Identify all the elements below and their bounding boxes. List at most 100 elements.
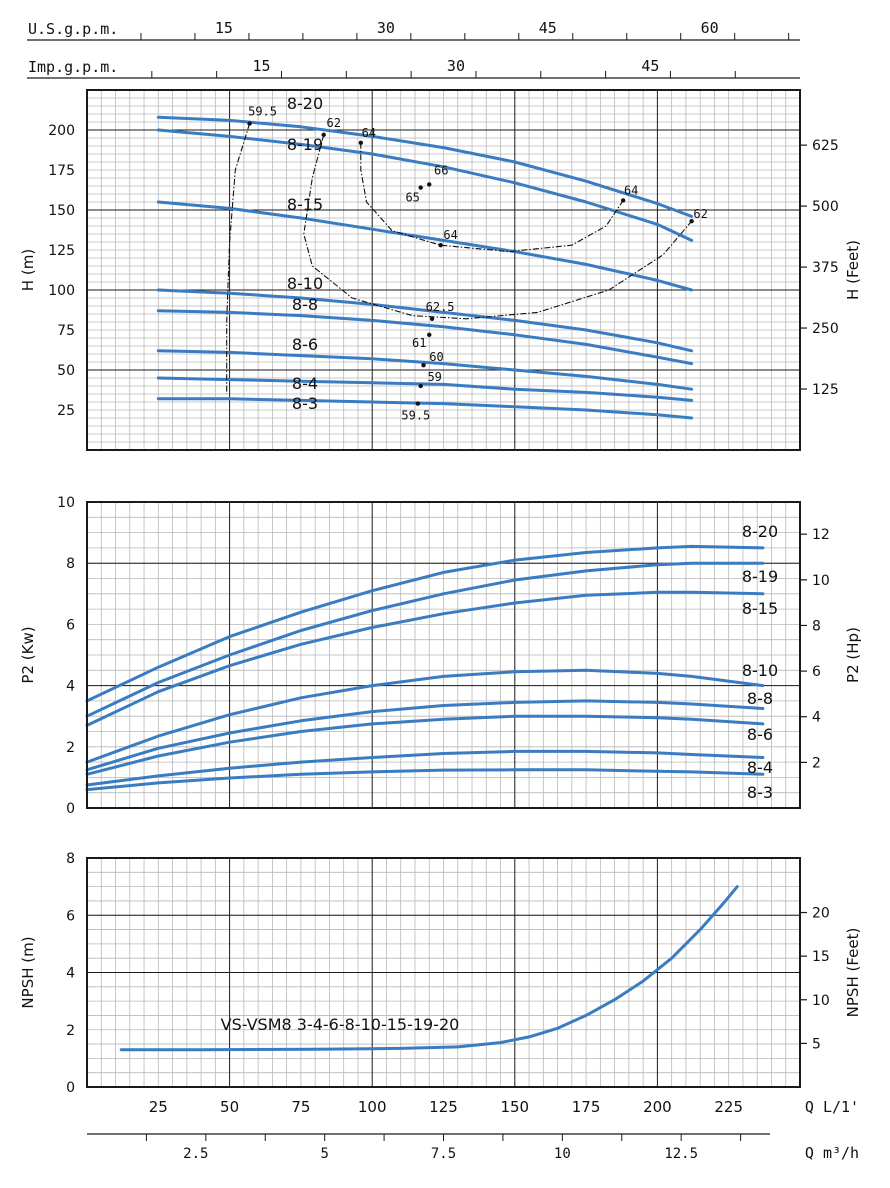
power-ylabel: P2 (Kw) [19,626,37,683]
power-series-label-8-19: 8-19 [742,567,778,586]
m3h-tick-label: 2.5 [183,1146,208,1162]
npsh-y2tick-label: 20 [812,906,830,922]
power-series-label-8-4: 8-4 [747,758,773,777]
head-series-label-8-4: 8-4 [292,374,318,393]
head-series-label-8-6: 8-6 [292,335,318,354]
head-efficiency-point [421,363,426,368]
power-ytick-label: 0 [66,801,75,817]
npsh-y2tick-label: 10 [812,993,830,1009]
head-efficiency-point [427,332,432,337]
head-curve-8-15 [156,200,694,292]
npsh-ytick-label: 4 [66,966,75,982]
head-series-label-8-19: 8-19 [287,135,323,154]
power-y2tick-label: 4 [812,710,821,726]
top-axis-tick-label: 30 [377,19,395,37]
npsh-curve-NPSH [119,885,739,1052]
npsh-ytick-label: 0 [66,1080,75,1096]
head-efficiency-point [247,121,252,126]
power-curve-8-19 [85,561,765,718]
power-series-label-8-6: 8-6 [747,725,773,744]
frames-layer [27,33,807,1141]
head-y2tick-label: 500 [812,199,839,215]
top-axis-label-1: Imp.g.p.m. [28,58,118,76]
power-series-label-8-20: 8-20 [742,522,778,541]
head-ytick-label: 50 [57,363,75,379]
power-series-label-8-8: 8-8 [747,689,773,708]
npsh-ytick-label: 6 [66,908,75,924]
curves-layer [85,115,765,1052]
head-y2tick-label: 250 [812,321,839,337]
power-series-label-8-10: 8-10 [742,661,778,680]
head-series-label-8-20: 8-20 [287,94,323,113]
power-curve-8-8 [85,699,765,772]
power-y2tick-label: 10 [812,573,830,589]
head-y2tick-label: 375 [812,260,839,276]
power-ytick-label: 4 [66,679,75,695]
head-curve-8-4 [156,376,694,402]
power-y2label: P2 (Hp) [844,627,862,683]
power-y2tick-label: 6 [812,664,821,680]
power-ytick-label: 10 [57,495,75,511]
m3h-axis-label: Q m³/h [805,1144,859,1162]
head-ytick-label: 200 [48,123,75,139]
power-ytick-label: 6 [66,617,75,633]
head-curve-8-20 [156,115,694,218]
bottom-xtick-label: 125 [429,1098,458,1116]
head-efficiency-contour-2 [360,142,624,253]
head-efficiency-point [418,383,423,389]
head-efficiency-point [358,140,363,145]
m3h-tick-label: 12.5 [664,1146,698,1162]
npsh-ylabel: NPSH (m) [19,936,37,1008]
head-efficiency-point [321,132,326,137]
npsh-y2tick-label: 15 [812,949,830,965]
grid-layer [87,90,800,1087]
head-series-label-8-8: 8-8 [292,295,318,314]
head-efficiency-contour-0 [226,123,251,394]
m3h-tick-label: 10 [554,1146,571,1162]
power-series-label-8-15: 8-15 [742,599,778,618]
head-efficiency-point [689,219,694,224]
head-efficiency-contour-1 [303,134,693,320]
top-axis-tick-label: 30 [447,57,465,75]
head-efficiency-label: 62.5 [426,300,455,314]
top-axis-tick-label: 15 [252,57,270,75]
head-curve-8-10 [156,288,694,353]
top-axis-tick-label: 45 [539,19,557,37]
bottom-xtick-label: 25 [149,1098,168,1116]
power-y2tick-label: 8 [812,618,821,634]
head-ytick-label: 25 [57,403,75,419]
head-efficiency-point [620,198,626,203]
npsh-ytick-label: 8 [66,851,75,867]
head-efficiency-label: 64 [443,228,457,242]
power-curve-8-3 [85,768,765,792]
head-efficiency-point [429,316,435,321]
head-curve-8-8 [156,309,694,366]
power-curve-8-10 [85,668,765,764]
power-frame [86,501,801,809]
bottom-xtick-label: 175 [572,1098,601,1116]
head-efficiency-label: 66 [434,163,448,177]
head-efficiency-label: 64 [624,183,638,197]
power-series-label-8-3: 8-3 [747,783,773,802]
head-efficiency-label: 59.5 [248,105,277,119]
bottom-xtick-label: 200 [643,1098,672,1116]
top-axis-label-0: U.S.g.p.m. [28,20,118,38]
head-efficiency-point [438,243,443,248]
head-ytick-label: 175 [48,163,75,179]
head-ytick-label: 150 [48,203,75,219]
bottom-xlabel: Q L/1' [805,1098,859,1116]
head-efficiency-label: 62 [326,116,340,130]
head-y2label: H (Feet) [844,240,862,300]
npsh-y2tick-label: 5 [812,1036,821,1052]
power-curve-8-20 [85,544,765,703]
top-axis-tick-label: 15 [215,19,233,37]
head-efficiency-point [427,182,432,187]
npsh-y2label: NPSH (Feet) [844,928,862,1018]
power-ytick-label: 2 [66,740,75,756]
head-curve-8-19 [156,128,694,242]
top-axis-tick-label: 60 [701,19,719,37]
head-efficiency-label: 61 [412,336,426,350]
m3h-tick-label: 5 [320,1146,328,1162]
